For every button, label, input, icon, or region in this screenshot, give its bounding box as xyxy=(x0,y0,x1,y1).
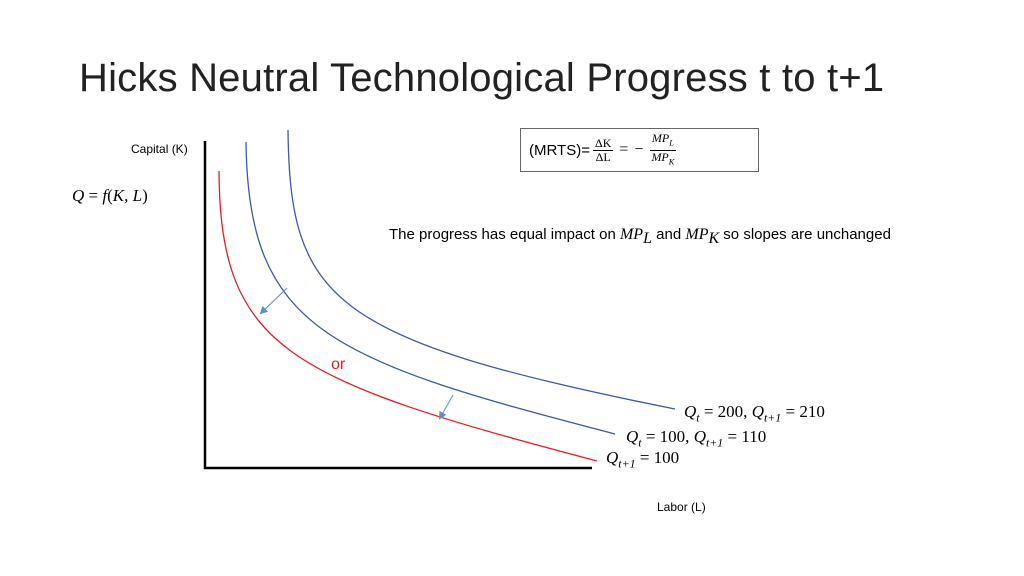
mrts-prefix: (MRTS)= xyxy=(529,141,590,159)
shift-arrow-lower xyxy=(439,394,454,420)
curve-label-q100-next: Qt+1 = 100 xyxy=(606,448,680,471)
slope-note: The progress has equal impact on MPL and… xyxy=(389,226,891,247)
delta-fraction: ΔK ΔL xyxy=(592,135,614,164)
production-function: Q = f(K, L) xyxy=(72,186,148,205)
mrts-formula-box: (MRTS)= ΔK ΔL = − MPL MPK xyxy=(520,128,759,172)
shift-arrow-upper xyxy=(259,287,288,315)
x-axis-label: Labor (L) xyxy=(657,500,706,514)
y-axis-label: Capital (K) xyxy=(131,142,188,156)
mp-fraction: MPL MPK xyxy=(649,131,676,166)
isoquant-q100 xyxy=(245,141,616,435)
curve-label-q100: Qt = 100, Qt+1 = 110 xyxy=(626,427,767,450)
isoquant-q200 xyxy=(287,129,676,410)
slide-title: Hicks Neutral Technological Progress t t… xyxy=(79,56,885,100)
curve-label-q200: Qt = 200, Qt+1 = 210 xyxy=(684,402,825,425)
isoquant-q100-next xyxy=(218,170,598,462)
or-label: or xyxy=(331,356,346,373)
